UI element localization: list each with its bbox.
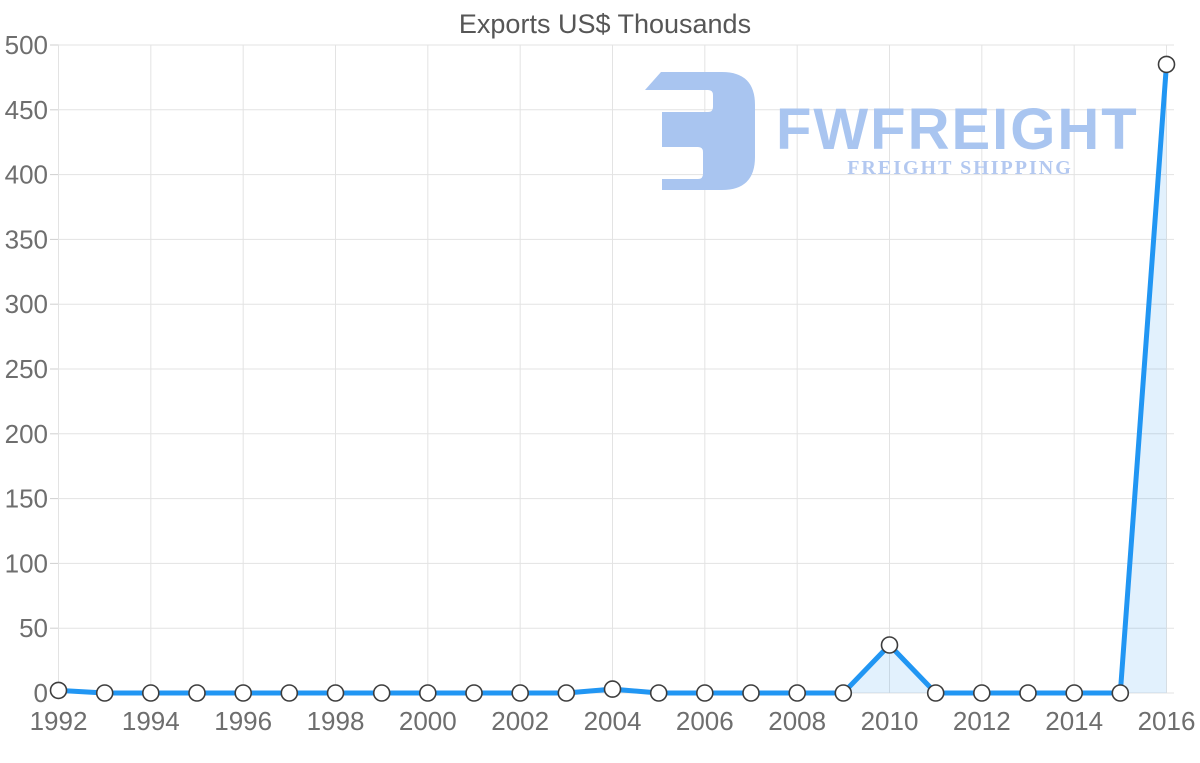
data-point-2015[interactable] [1111,684,1130,702]
x-axis-label-1996: 1996 [214,706,272,736]
data-point-2004[interactable] [603,680,622,698]
x-axis-label-2014: 2014 [1045,706,1103,736]
data-point-2007[interactable] [742,684,760,702]
y-axis-label-350: 350 [5,224,48,254]
chart-title: Exports US$ Thousands [459,9,751,39]
data-point-1999[interactable] [372,684,391,702]
y-axis-label-100: 100 [5,548,48,578]
x-axis-label-1992: 1992 [30,706,88,736]
data-series [49,55,1176,702]
x-axis-label-2000: 2000 [399,706,457,736]
data-point-1995[interactable] [188,684,206,702]
y-axis-label-50: 50 [19,613,48,643]
data-point-2010[interactable] [880,636,899,654]
y-axis-label-450: 450 [5,95,48,125]
data-point-2012[interactable] [972,684,991,702]
fwfreight-logo-icon [645,72,755,190]
data-point-2006[interactable] [695,684,714,702]
watermark-tagline: FREIGHT SHIPPING [847,157,1073,179]
data-point-2003[interactable] [557,684,576,702]
x-axis-label-2002: 2002 [491,706,549,736]
data-point-2009[interactable] [834,684,853,702]
x-axis-label-2004: 2004 [584,706,642,736]
y-axis-label-500: 500 [5,30,48,60]
x-axis-label-2008: 2008 [768,706,826,736]
data-point-2008[interactable] [788,684,807,702]
y-axis-label-200: 200 [5,419,48,449]
y-axis-label-150: 150 [5,484,48,514]
axis-labels: 0 50 100 150 200 250 300 350 400 450 500 1992 1994 19… [5,30,1196,736]
y-axis-label-250: 250 [5,354,48,384]
data-point-2001[interactable] [465,684,483,702]
x-axis-label-1998: 1998 [307,706,365,736]
gridlines [50,44,1174,694]
data-point-1992[interactable] [49,681,68,700]
data-point-2002[interactable] [511,684,530,702]
fwfreight-watermark: FWFREIGHT FREIGHT SHIPPING [645,72,1139,190]
data-point-2016[interactable] [1157,55,1176,74]
watermark-brand-name: FWFREIGHT [776,97,1139,162]
y-axis-label-0: 0 [34,678,48,708]
data-point-2000[interactable] [418,684,437,702]
data-point-1996[interactable] [234,684,252,702]
data-point-2005[interactable] [649,684,668,702]
x-axis-label-1994: 1994 [122,706,180,736]
x-axis-label-2012: 2012 [953,706,1011,736]
y-axis-label-300: 300 [5,289,48,319]
x-axis-label-2016: 2016 [1138,706,1196,736]
x-axis-label-2010: 2010 [861,706,919,736]
data-point-2013[interactable] [1019,684,1037,702]
data-point-1997[interactable] [280,684,299,702]
data-point-1993[interactable] [95,684,114,702]
y-axis-label-400: 400 [5,160,48,190]
data-point-2014[interactable] [1065,684,1083,702]
data-point-1994[interactable] [142,684,160,702]
data-point-2011[interactable] [926,684,945,702]
data-point-1998[interactable] [326,684,345,702]
x-axis-label-2006: 2006 [676,706,734,736]
